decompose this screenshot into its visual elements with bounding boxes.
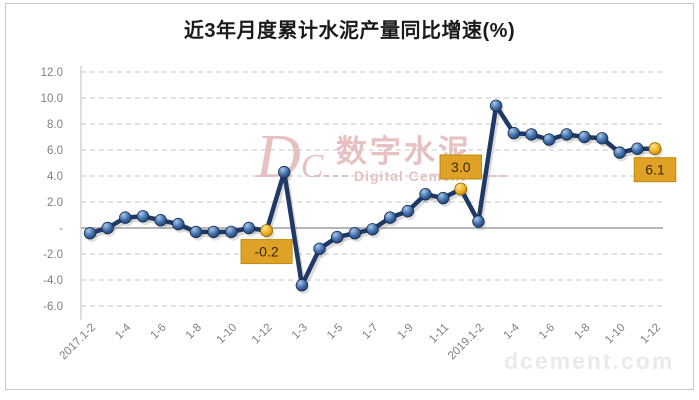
y-tick-label: -6.0	[43, 301, 63, 313]
x-tick-label: 1-5	[325, 322, 345, 342]
x-tick-label: 1-6	[149, 322, 169, 342]
data-point-marker	[436, 191, 450, 205]
x-tick-label: 1-8	[572, 322, 592, 342]
y-tick-label: 8.0	[47, 119, 63, 131]
data-labels: -0.2 3.0 6.1	[240, 154, 677, 265]
y-tick-label: -	[59, 223, 63, 235]
data-point-marker	[172, 217, 185, 231]
data-point-marker	[242, 221, 256, 235]
x-tick-label: 1-11	[427, 322, 451, 346]
data-point-marker	[83, 226, 97, 240]
data-point-marker	[330, 230, 344, 244]
data-point-marker	[154, 213, 167, 227]
data-points	[83, 99, 644, 292]
y-tick-label: 4.0	[47, 171, 63, 183]
data-label-box	[633, 157, 677, 183]
data-point-marker	[613, 146, 626, 159]
data-point-marker	[366, 223, 379, 236]
y-tick-label: -4.0	[43, 275, 63, 287]
x-tick-label: 1-10	[215, 322, 240, 347]
x-tick-label: 1-3	[290, 322, 310, 342]
highlight-marker	[454, 182, 468, 196]
series-shadow	[86, 103, 663, 295]
x-tick-label: 1-7	[360, 322, 380, 342]
data-point-marker	[313, 242, 326, 256]
data-point-marker	[119, 211, 132, 224]
data-label-text: -0.2	[255, 244, 279, 260]
x-tick-label: 1-9	[396, 322, 416, 342]
x-tick-label: 1-4	[113, 321, 134, 342]
data-label-box	[240, 239, 293, 265]
gridlines	[81, 71, 663, 307]
y-tick-label: 6.0	[47, 145, 63, 157]
data-point-marker	[207, 225, 220, 239]
chart-border	[5, 3, 694, 390]
data-point-marker	[295, 279, 309, 292]
data-point-marker	[383, 211, 397, 224]
data-point-marker	[578, 130, 591, 144]
data-point-marker	[348, 226, 362, 240]
x-tick-label: 1-10	[603, 322, 628, 347]
x-axis-labels: 2017.1-2 1-4 1-6 1-8 1-10 1-12 1-3 1-5 1-7 1-9 1-1…	[58, 321, 664, 362]
y-tick-label: 2.0	[47, 197, 63, 209]
y-tick-label: 12.0	[41, 67, 63, 79]
highlight-marker	[260, 224, 273, 238]
data-label-box	[439, 154, 483, 180]
data-label-text: 6.1	[645, 162, 665, 178]
data-point-marker	[472, 215, 485, 228]
data-point-marker	[278, 165, 291, 179]
x-tick-label: 1-6	[537, 322, 557, 342]
data-point-marker	[489, 99, 503, 113]
data-label-text: 3.0	[451, 159, 471, 175]
x-tick-label: 1-12	[638, 322, 663, 347]
x-tick-label: 1-4	[502, 321, 523, 342]
watermark-dash-left	[314, 174, 348, 177]
data-point-marker	[101, 221, 114, 235]
x-tick-label: 1-12	[250, 322, 275, 347]
data-point-marker	[189, 225, 203, 239]
highlighted-points	[260, 142, 662, 238]
highlight-marker	[648, 142, 662, 156]
data-point-marker	[560, 128, 573, 141]
y-tick-label: -2.0	[43, 249, 63, 261]
data-point-marker	[507, 126, 520, 140]
data-point-marker	[542, 133, 556, 146]
data-point-marker	[595, 132, 609, 145]
chart-title: 近3年月度累计水泥产量同比增速(%)	[183, 20, 516, 42]
data-point-marker	[525, 128, 538, 141]
website-watermark: dcement.com	[504, 348, 675, 374]
x-tick-label: 2017.1-2	[58, 322, 99, 363]
data-point-marker	[419, 187, 432, 201]
data-point-marker	[136, 210, 150, 223]
y-axis-labels: 12.0 10.0 8.0 6.0 4.0 2.0 - -2.0 -4.0 -6.0	[41, 67, 64, 313]
x-tick-label: 1-8	[184, 322, 204, 342]
data-point-marker	[225, 225, 238, 239]
x-tick-label: 2019.1-2	[446, 322, 487, 363]
watermark: DC 数字水泥 Digital Cement	[256, 112, 507, 191]
data-point-marker	[631, 142, 644, 155]
data-point-marker	[401, 204, 415, 218]
y-tick-label: 10.0	[41, 93, 63, 105]
